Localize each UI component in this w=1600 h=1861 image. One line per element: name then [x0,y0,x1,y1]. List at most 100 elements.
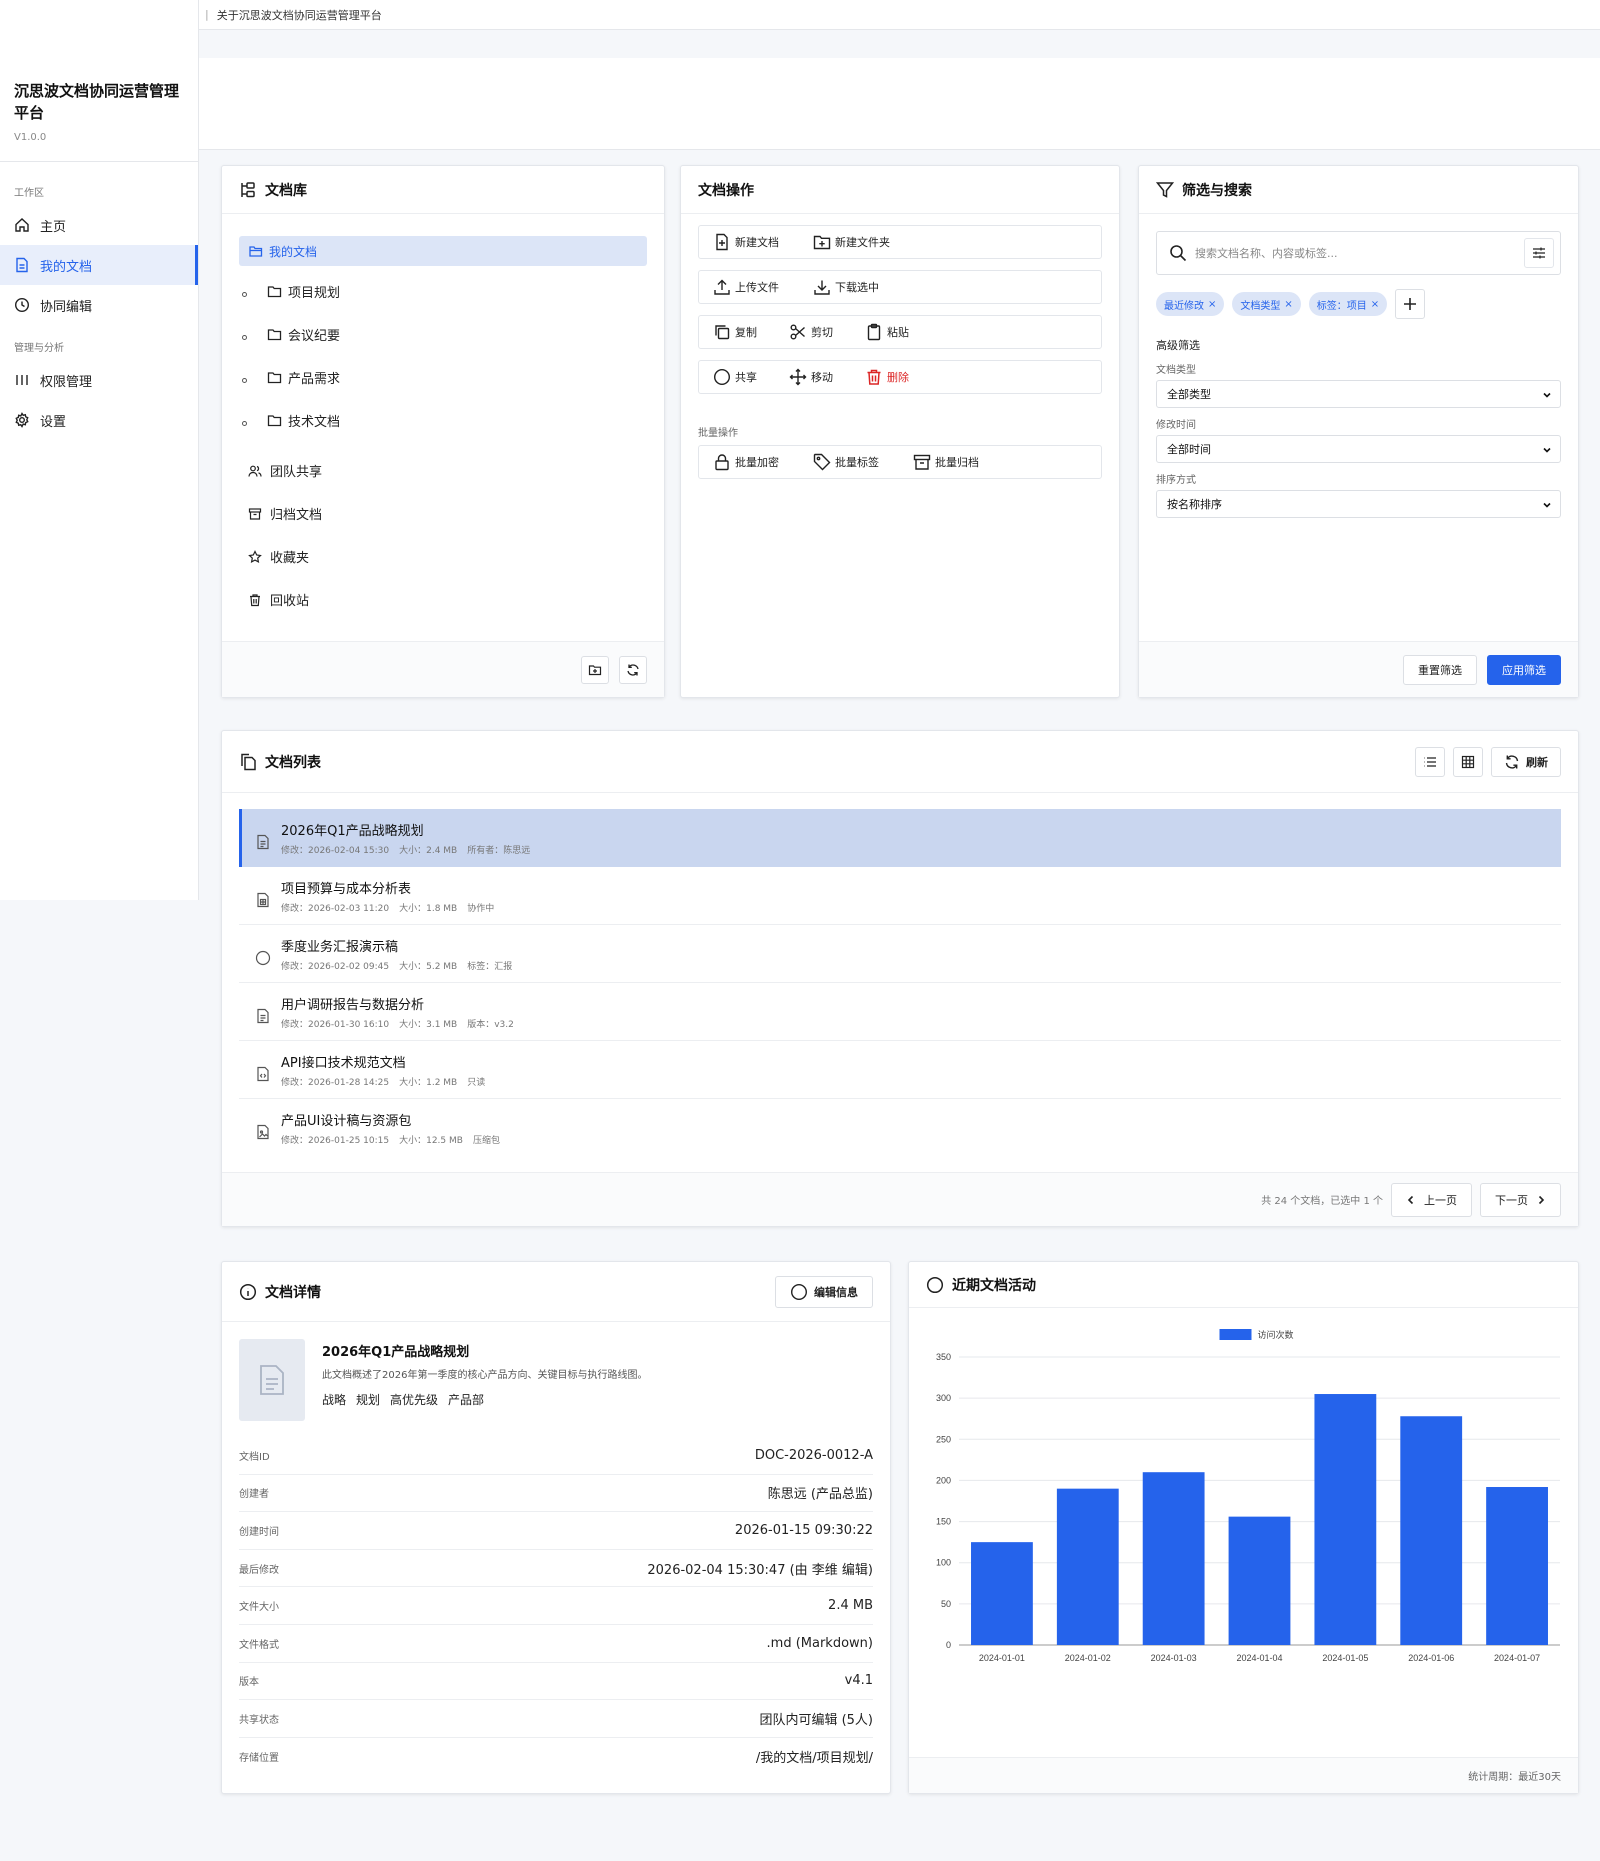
detail-field: 版本 v4.1 [239,1663,873,1701]
doc-thumbnail [239,1339,305,1421]
doc-name: 季度业务汇报演示稿 [281,939,399,955]
chip-label: 文档类型 [1240,300,1281,312]
filter-chip[interactable]: 最近修改 × [1156,292,1225,316]
share-button[interactable]: 共享 [713,368,789,386]
table-row[interactable]: API接口技术规范文档 修改：2026-01-28 14:25 大小：1.2 MB… [239,1041,1561,1099]
move-button[interactable]: 移动 [789,368,865,386]
chip-label: 标签：项目 [1316,300,1367,312]
tree-root-my-docs[interactable]: 我的文档 [239,236,647,266]
close-icon[interactable]: × [1370,298,1380,310]
sliders-icon [1533,247,1545,259]
table-row[interactable]: 用户调研报告与数据分析 修改：2026-01-30 16:10 大小：3.1 MB… [239,983,1561,1041]
paste-button[interactable]: 粘贴 [865,323,965,341]
doc-size: 大小：1.2 MB [399,1077,458,1088]
tag-icon [813,453,831,471]
tag[interactable]: 产品部 [448,1393,485,1407]
prev-page-button[interactable]: 上一页 [1391,1182,1472,1217]
activity-icon [926,1276,944,1293]
new-doc-button[interactable]: 新建文档 [713,233,813,251]
info-icon [239,1283,257,1300]
doc-modified: 修改：2026-01-25 10:15 [281,1136,390,1146]
field-value: 2026-02-04 15:30:47 (由 李维 编辑) [647,1562,873,1578]
folder-item[interactable]: 技术文档 [222,399,664,442]
library-item-archive[interactable]: 归档文档 [222,492,664,535]
detail-doc-tags: 战略 规划 高优先级 产品部 [322,1391,647,1408]
folder-item[interactable]: 会议纪要 [222,313,664,356]
tag[interactable]: 战略 [322,1393,347,1407]
table-row[interactable]: 季度业务汇报演示稿 修改：2026-02-02 09:45 大小：5.2 MB 标签… [239,925,1561,983]
x-tick-label: 2024-01-07 [1494,1653,1540,1663]
nav-item-collab[interactable]: 协同编辑 [0,285,198,325]
copy-button[interactable]: 复制 [713,323,789,341]
copy-icon [715,325,730,340]
close-icon[interactable]: × [1208,298,1217,310]
table-row[interactable]: 2026年Q1产品战略规划 修改：2026-02-04 15:30 大小：2.4 … [239,809,1561,867]
doc-extra: 协作中 [467,903,495,914]
field-key: 版本 [239,1677,259,1689]
bar [1228,1516,1291,1645]
folder-item[interactable]: 项目规划 [222,270,664,313]
add-filter-button[interactable] [1395,289,1426,319]
folder-icon [267,415,282,427]
doc-size: 大小：2.4 MB [399,846,458,856]
folder-label: 项目规划 [288,286,341,301]
library-item-team-share[interactable]: 团队共享 [222,449,664,492]
batch-archive-button[interactable]: 批量归档 [913,453,1013,471]
table-row[interactable]: 产品UI设计稿与资源包 修改：2026-01-25 10:15 大小：12.5 M… [239,1099,1561,1157]
type-select[interactable]: 全部类型 [1156,380,1561,408]
op-row-manage: 共享 移动 删除 [698,360,1102,394]
list-view-button[interactable] [1415,746,1445,777]
cut-button[interactable]: 剪切 [789,323,865,341]
tag[interactable]: 高优先级 [390,1393,439,1407]
advanced-filter-button[interactable] [1524,238,1554,268]
time-select[interactable]: 全部时间 [1156,435,1561,463]
download-icon [814,280,830,295]
time-select-value: 全部时间 [1167,443,1211,456]
filter-chip[interactable]: 文档类型 × [1232,292,1301,316]
doc-extra: 只读 [467,1077,486,1088]
tag[interactable]: 规划 [356,1393,381,1407]
nav-item-settings[interactable]: 设置 [0,400,198,440]
batch-encrypt-button[interactable]: 批量加密 [713,453,813,471]
folder-item[interactable]: 产品需求 [222,356,664,399]
bar [1142,1472,1205,1645]
batch-tag-button[interactable]: 批量标签 [813,453,913,471]
field-key: 存储位置 [239,1753,279,1765]
close-icon[interactable]: × [1284,298,1293,310]
sort-select[interactable]: 按名称排序 [1156,490,1561,518]
next-page-button[interactable]: 下一页 [1480,1182,1561,1217]
filter-footer: 重置筛选 应用筛选 [1139,641,1578,697]
about-link[interactable]: 关于沉思波文档协同运营管理平台 [216,8,382,22]
doc-meta: 修改：2026-02-04 15:30 大小：2.4 MB 所有者：陈思远 [281,843,540,856]
edit-info-button[interactable]: 编辑信息 [775,1275,873,1308]
activity-card: 近期文档活动 0 50 100 150 200 250 300 350 2024-01-01 20… [908,1261,1579,1794]
table-row[interactable]: 项目预算与成本分析表 修改：2026-02-03 11:20 大小：1.8 MB 协… [239,867,1561,925]
field-key: 创建时间 [239,1526,279,1538]
apply-filter-button[interactable]: 应用筛选 [1487,654,1561,685]
reset-filter-button[interactable]: 重置筛选 [1403,654,1477,685]
nav-item-my-docs[interactable]: 我的文档 [0,245,198,285]
grid-view-button[interactable] [1453,746,1483,777]
nav-item-label: 我的文档 [40,259,93,275]
refresh-tree-button[interactable] [619,655,647,684]
new-folder-op-button[interactable]: 新建文件夹 [813,233,913,251]
download-button[interactable]: 下载选中 [813,278,913,296]
refresh-icon [1505,754,1519,769]
nav-item-home[interactable]: 主页 [0,205,198,245]
upload-button[interactable]: 上传文件 [713,278,813,296]
refresh-list-button[interactable]: 刷新 [1491,746,1561,777]
delete-button[interactable]: 删除 [865,368,965,386]
library-item-trash[interactable]: 回收站 [222,578,664,621]
chart-period: 统计周期：最近30天 [1468,1772,1561,1783]
nav-item-permissions[interactable]: 权限管理 [0,360,198,400]
time-label: 修改时间 [1156,420,1196,431]
new-folder-button[interactable] [581,655,609,684]
delete-label: 删除 [887,371,909,384]
search-input[interactable]: 搜索文档名称、内容或标签... [1156,231,1561,275]
filter-chip[interactable]: 标签：项目 × [1308,292,1388,316]
library-item-favorites[interactable]: 收藏夹 [222,535,664,578]
field-value: v4.1 [844,1673,873,1689]
list-icon [1424,756,1436,767]
new-folder-label: 新建文件夹 [835,236,890,249]
detail-fields: 文档ID DOC-2026-0012-A 创建者 陈思远 (产品总监) 创建时间 20… [222,1437,890,1775]
